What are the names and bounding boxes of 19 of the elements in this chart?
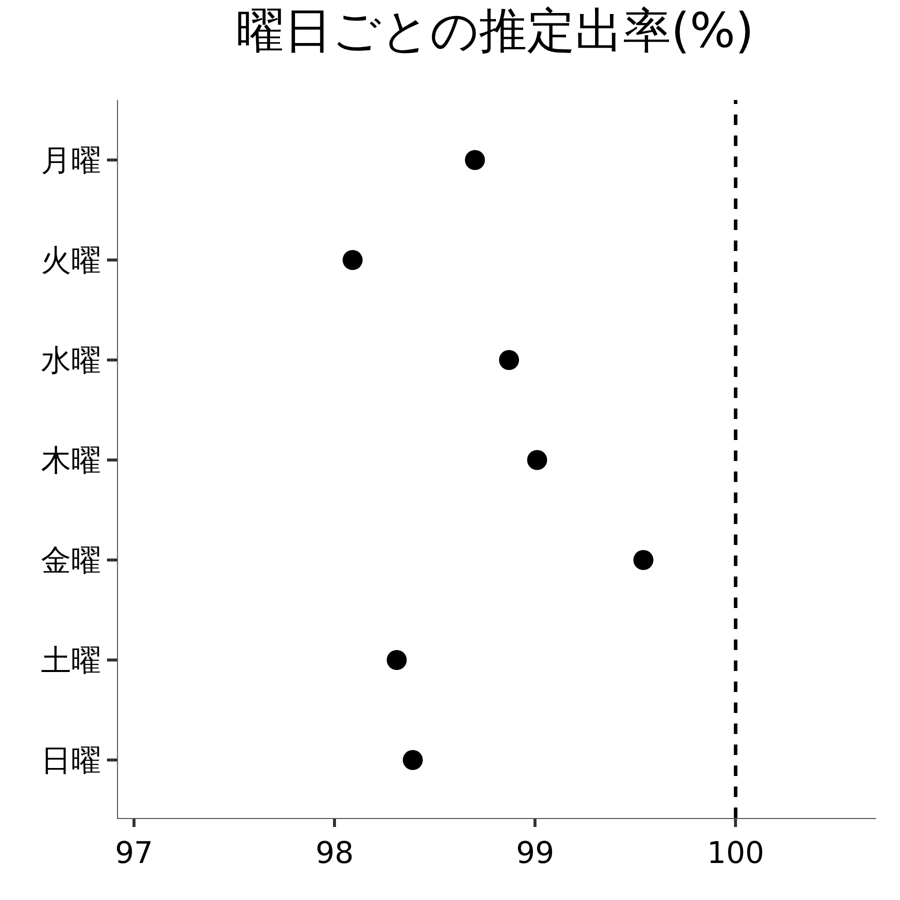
point — [527, 450, 548, 470]
y-tick-label: 金曜 — [40, 544, 101, 578]
y-tick-label: 月曜 — [40, 144, 101, 178]
point — [386, 650, 407, 670]
y-tick-label: 日曜 — [40, 744, 101, 778]
y-tick-label: 火曜 — [40, 244, 101, 278]
y-tick-label: 土曜 — [40, 644, 101, 678]
y-tick-label: 木曜 — [40, 444, 101, 478]
point — [402, 750, 423, 770]
point — [633, 550, 654, 570]
point — [499, 350, 520, 370]
chart-title: 曜日ごとの推定出率(%) — [236, 3, 754, 60]
x-tick-label: 99 — [516, 836, 554, 872]
x-tick-label: 97 — [114, 836, 154, 872]
point — [464, 150, 485, 170]
point — [342, 250, 363, 270]
x-tick-label: 100 — [706, 836, 764, 872]
x-tick-label: 98 — [315, 836, 354, 872]
y-tick-label: 水曜 — [40, 344, 101, 378]
